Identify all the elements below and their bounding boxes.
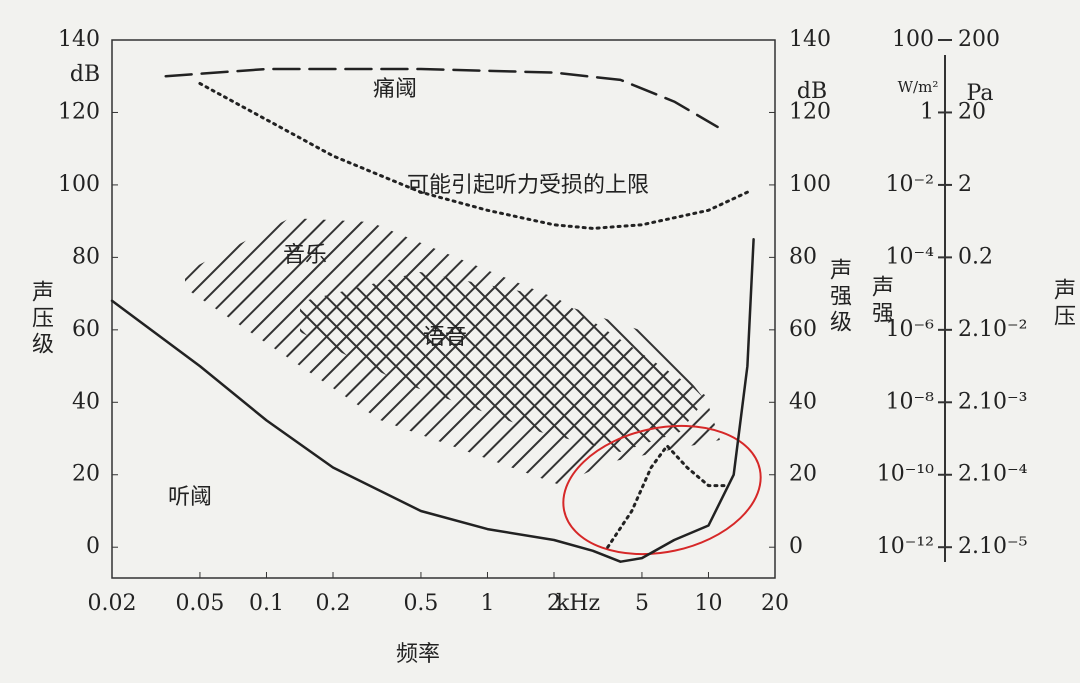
x-tick-label: 1: [480, 591, 494, 616]
intensity-tick-label: 10⁻⁸: [886, 389, 935, 414]
y-tick-label: 0: [86, 534, 100, 559]
x-unit: kHz: [556, 591, 600, 616]
pressure-tick-label: 2.10⁻⁵: [958, 534, 1027, 559]
pressure-tick-label: 2.10⁻²: [958, 317, 1027, 342]
y2-tick-label: 0: [789, 534, 803, 559]
region-label: 音乐: [283, 243, 327, 268]
intensity-tick-label: 10⁻⁶: [886, 317, 935, 342]
intensity-tick-label: 1: [920, 99, 934, 124]
x-tick-label: 0.2: [316, 591, 351, 616]
intensity-tick-label: 10⁻¹²: [877, 534, 934, 559]
plot-frame: [111, 39, 776, 579]
pressure-tick-label: 2: [958, 172, 972, 197]
curve-label: 听阈: [168, 485, 212, 510]
y-tick-label: 20: [72, 462, 100, 487]
x-tick-label: 0.05: [175, 591, 224, 616]
y-unit: dB: [70, 62, 100, 87]
curve: [606, 444, 728, 549]
y-tick-label: 140: [58, 27, 100, 52]
speech-region: [300, 272, 705, 452]
curve-label: 痛阈: [373, 77, 417, 102]
pressure-tick-label: 20: [958, 99, 986, 124]
intensity-unit: W/m²: [898, 78, 939, 96]
region-label: 语音: [423, 325, 467, 350]
x-tick-label: 0.1: [249, 591, 284, 616]
intensity-tick-label: 100: [892, 27, 934, 52]
y2-tick-label: 80: [789, 244, 817, 269]
x-tick-label: 20: [761, 591, 789, 616]
pressure-tick-label: 2.10⁻⁴: [958, 462, 1028, 487]
y-tick-label: 80: [72, 244, 100, 269]
x-tick-label: 0.5: [403, 591, 438, 616]
highlight-ellipse: [562, 424, 762, 556]
y2-tick-label: 100: [789, 172, 831, 197]
x-tick-label: 0.02: [88, 591, 137, 616]
intensity-tick-label: 10⁻²: [886, 172, 934, 197]
pressure-tick-label: 2.10⁻³: [958, 389, 1027, 414]
x-axis-label: 频率: [396, 642, 440, 667]
y2-tick-label: 20: [789, 462, 817, 487]
curve: [198, 82, 749, 230]
y2-tick-label: 120: [789, 99, 831, 124]
y2-axis-label: 声强级: [826, 258, 852, 336]
pressure-axis-label: 声压: [1050, 278, 1076, 330]
intensity-tick-label: 10⁻⁴: [886, 244, 935, 269]
x-tick-label: 10: [694, 591, 722, 616]
y2-tick-label: 60: [789, 317, 817, 342]
x-tick-label: 2: [547, 591, 561, 616]
curve: [110, 238, 755, 563]
y-tick-label: 100: [58, 172, 100, 197]
y-tick-label: 60: [72, 317, 100, 342]
x-tick-label: 5: [635, 591, 649, 616]
y-axis-label: 声压级: [28, 280, 54, 358]
y2-tick-label: 40: [789, 389, 817, 414]
y-tick-label: 40: [72, 389, 100, 414]
curve-label: 可能引起听力受损的上限: [407, 173, 649, 198]
pressure-tick-label: 200: [958, 27, 1000, 52]
intensity-axis-label: 声强: [868, 275, 894, 327]
pressure-tick-label: 0.2: [958, 244, 993, 269]
y2-unit: dB: [797, 79, 827, 104]
curve: [164, 67, 719, 129]
intensity-tick-label: 10⁻¹⁰: [877, 462, 934, 487]
y-tick-label: 120: [58, 99, 100, 124]
pressure-unit: Pa: [967, 81, 994, 106]
y2-tick-label: 140: [789, 27, 831, 52]
